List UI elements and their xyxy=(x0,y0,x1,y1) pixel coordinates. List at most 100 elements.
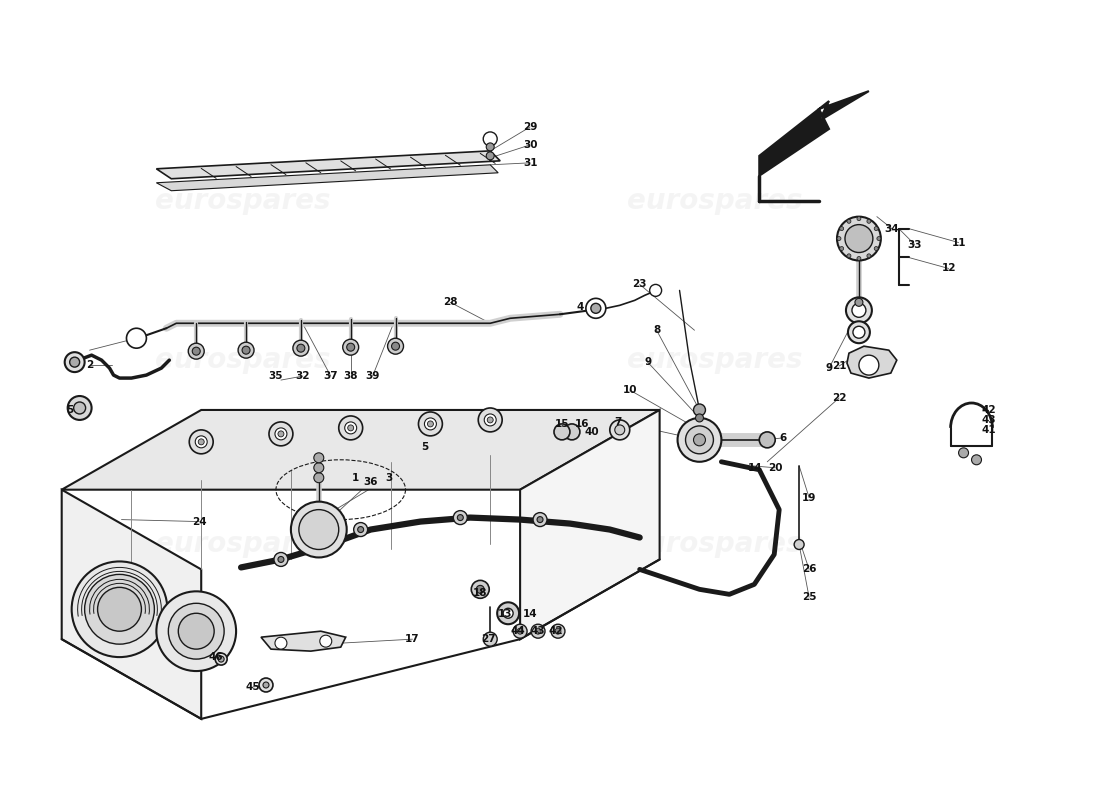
Circle shape xyxy=(418,412,442,436)
Polygon shape xyxy=(520,410,660,639)
Circle shape xyxy=(178,614,215,649)
Circle shape xyxy=(263,682,270,688)
Text: 42: 42 xyxy=(549,626,563,636)
Text: 23: 23 xyxy=(632,279,647,290)
Circle shape xyxy=(65,352,85,372)
Text: 37: 37 xyxy=(323,371,338,381)
Text: eurospares: eurospares xyxy=(155,530,331,558)
Text: 32: 32 xyxy=(296,371,310,381)
Circle shape xyxy=(98,587,142,631)
Circle shape xyxy=(425,418,437,430)
Circle shape xyxy=(348,425,354,431)
Circle shape xyxy=(198,439,205,445)
Circle shape xyxy=(270,422,293,446)
Circle shape xyxy=(453,510,468,525)
Circle shape xyxy=(859,355,879,375)
Text: eurospares: eurospares xyxy=(627,530,802,558)
Text: 43: 43 xyxy=(981,415,996,425)
Text: 22: 22 xyxy=(832,393,846,403)
Text: 45: 45 xyxy=(245,682,261,692)
Circle shape xyxy=(551,624,565,638)
Text: eurospares: eurospares xyxy=(155,346,331,374)
Circle shape xyxy=(486,143,494,151)
Text: 1: 1 xyxy=(352,473,360,482)
Circle shape xyxy=(74,402,86,414)
Circle shape xyxy=(874,246,878,250)
Text: 19: 19 xyxy=(802,493,816,502)
Circle shape xyxy=(354,522,367,537)
Text: 24: 24 xyxy=(191,517,207,526)
Circle shape xyxy=(837,237,842,241)
Circle shape xyxy=(486,152,494,160)
Circle shape xyxy=(343,339,359,355)
Circle shape xyxy=(877,237,881,241)
Circle shape xyxy=(314,473,323,482)
Circle shape xyxy=(958,448,968,458)
Text: 4: 4 xyxy=(576,302,584,312)
Polygon shape xyxy=(62,410,660,490)
Circle shape xyxy=(615,425,625,435)
Circle shape xyxy=(471,580,490,598)
Circle shape xyxy=(192,347,200,355)
Circle shape xyxy=(242,346,250,354)
Circle shape xyxy=(693,434,705,446)
Circle shape xyxy=(478,408,503,432)
Polygon shape xyxy=(847,346,896,378)
Circle shape xyxy=(839,226,844,230)
Text: 6: 6 xyxy=(780,433,786,443)
Text: 11: 11 xyxy=(952,238,966,247)
Circle shape xyxy=(126,328,146,348)
Text: 17: 17 xyxy=(405,634,420,644)
Circle shape xyxy=(314,462,323,473)
Text: 41: 41 xyxy=(981,425,996,435)
Text: eurospares: eurospares xyxy=(155,186,331,214)
Circle shape xyxy=(290,502,346,558)
Circle shape xyxy=(72,562,167,657)
Text: 9: 9 xyxy=(825,363,833,373)
Circle shape xyxy=(484,414,496,426)
Circle shape xyxy=(867,219,871,223)
Circle shape xyxy=(693,404,705,416)
Circle shape xyxy=(297,344,305,352)
Text: 39: 39 xyxy=(365,371,380,381)
Circle shape xyxy=(483,132,497,146)
Circle shape xyxy=(678,418,722,462)
Circle shape xyxy=(299,510,339,550)
Circle shape xyxy=(238,342,254,358)
Text: 3: 3 xyxy=(385,473,393,482)
Circle shape xyxy=(428,421,433,427)
Circle shape xyxy=(195,436,207,448)
Text: 46: 46 xyxy=(209,652,223,662)
Circle shape xyxy=(847,254,851,258)
Circle shape xyxy=(537,517,543,522)
Circle shape xyxy=(188,343,205,359)
Circle shape xyxy=(503,608,513,618)
Circle shape xyxy=(837,217,881,261)
Text: 14: 14 xyxy=(748,462,762,473)
Circle shape xyxy=(156,591,236,671)
Text: 8: 8 xyxy=(653,326,660,335)
Text: 34: 34 xyxy=(884,223,899,234)
Circle shape xyxy=(609,420,629,440)
Polygon shape xyxy=(759,91,869,176)
Circle shape xyxy=(855,298,862,306)
Circle shape xyxy=(68,396,91,420)
Circle shape xyxy=(851,303,866,318)
Text: 30: 30 xyxy=(522,140,537,150)
Circle shape xyxy=(387,338,404,354)
Text: 35: 35 xyxy=(268,371,283,381)
Circle shape xyxy=(258,678,273,692)
Circle shape xyxy=(483,632,497,646)
Text: 28: 28 xyxy=(443,298,458,307)
Text: 18: 18 xyxy=(473,588,487,598)
Circle shape xyxy=(339,416,363,440)
Text: 12: 12 xyxy=(942,263,956,274)
Text: 29: 29 xyxy=(522,122,537,132)
Circle shape xyxy=(857,217,861,221)
Circle shape xyxy=(564,424,580,440)
Text: 31: 31 xyxy=(522,158,537,168)
Text: 9: 9 xyxy=(645,357,651,367)
Circle shape xyxy=(845,225,873,253)
Text: 2: 2 xyxy=(86,360,94,370)
Circle shape xyxy=(852,326,865,338)
